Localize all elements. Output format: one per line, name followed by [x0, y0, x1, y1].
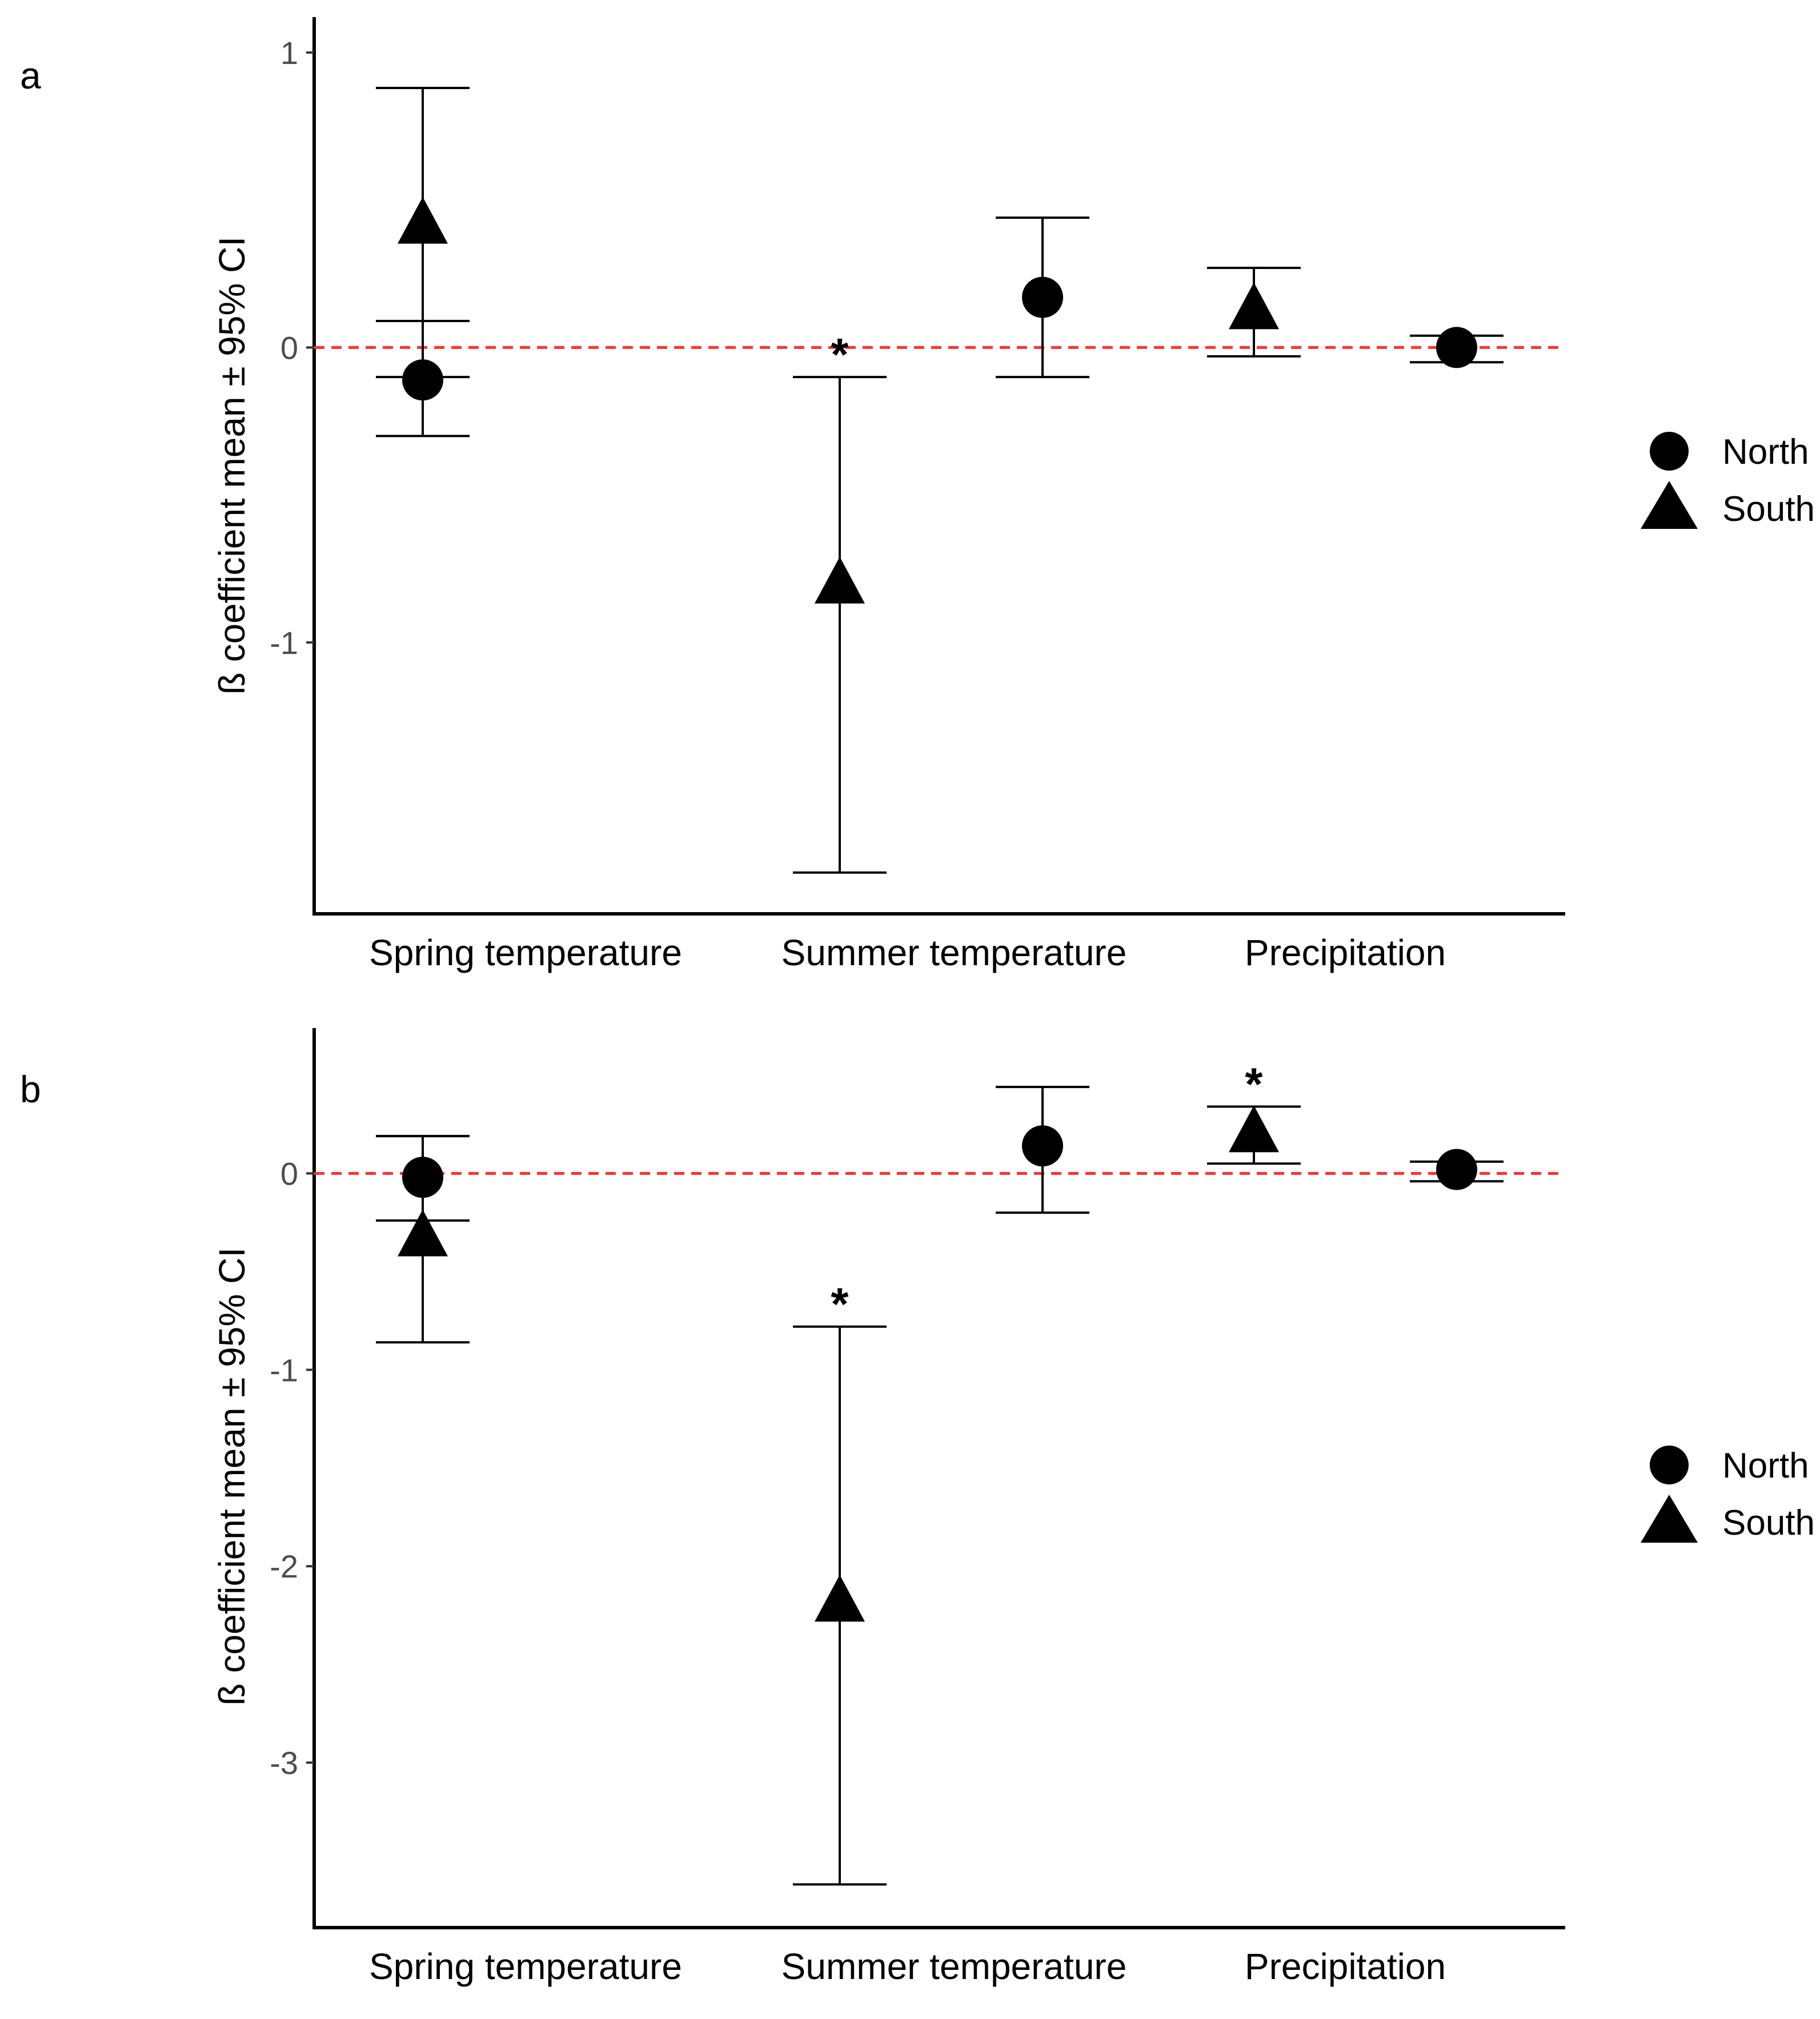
y-axis-title: ß coefficient mean ± 95% CI [211, 1247, 252, 1705]
x-category-label: Summer temperature [781, 1946, 1127, 1987]
legend-north-key [1650, 1446, 1689, 1484]
y-tick-label: -3 [270, 1745, 298, 1781]
x-category-label: Precipitation [1245, 932, 1446, 973]
legend: North South [1641, 1446, 1815, 1543]
significance-star: * [1245, 1059, 1263, 1110]
south-point-group [376, 1135, 470, 1344]
y-tick-label: 0 [280, 330, 298, 366]
panel-label: b [20, 1068, 41, 1110]
x-category-label: Spring temperature [369, 1946, 682, 1987]
legend-south-key [1641, 1495, 1698, 1543]
south-marker [1229, 282, 1279, 330]
legend-north-label: North [1722, 432, 1809, 472]
y-tick-label: -1 [270, 625, 298, 661]
significance-star: * [831, 329, 849, 380]
legend: North South [1641, 432, 1815, 529]
legend-south-label: South [1722, 1503, 1815, 1543]
north-point-group [1410, 327, 1504, 368]
panel-a: a -1 0 1 ß coefficient mean ± 95% CI Spring t… [20, 17, 1815, 973]
legend-south-label: South [1722, 489, 1815, 529]
north-marker [1022, 1125, 1063, 1167]
south-marker [398, 1209, 448, 1257]
north-marker [402, 359, 443, 401]
south-point-group: * [1207, 1059, 1301, 1165]
y-tick-label: 1 [280, 35, 298, 71]
y-tick-label: -1 [270, 1352, 298, 1388]
north-marker [1436, 1149, 1477, 1190]
y-axis-title: ß coefficient mean ± 95% CI [211, 236, 252, 695]
y-tick-label: -2 [270, 1548, 298, 1584]
south-point-group [1207, 266, 1301, 358]
south-point-group [376, 86, 470, 379]
south-point-group: * [793, 329, 887, 874]
x-category-label: Summer temperature [781, 932, 1127, 973]
significance-star: * [831, 1279, 849, 1330]
x-category-label: Precipitation [1245, 1946, 1446, 1987]
north-point-group [996, 216, 1089, 379]
legend-north-key [1650, 432, 1689, 471]
panel-b: b -3 -2 -1 0 ß coefficient mean ± 95% CI Sprin… [20, 1028, 1815, 1987]
legend-south-key [1641, 481, 1698, 529]
south-marker [815, 1575, 865, 1622]
north-marker [1436, 327, 1477, 368]
panel-label: a [20, 54, 41, 97]
south-marker [1229, 1105, 1279, 1153]
south-marker [815, 556, 865, 604]
north-point-group [1410, 1149, 1504, 1190]
south-marker [398, 196, 448, 244]
north-marker [1022, 276, 1063, 318]
north-point-group [996, 1086, 1089, 1214]
legend-north-label: North [1722, 1446, 1809, 1486]
x-category-label: Spring temperature [369, 932, 682, 973]
y-tick-label: 0 [280, 1155, 298, 1191]
south-point-group: * [793, 1279, 887, 1886]
